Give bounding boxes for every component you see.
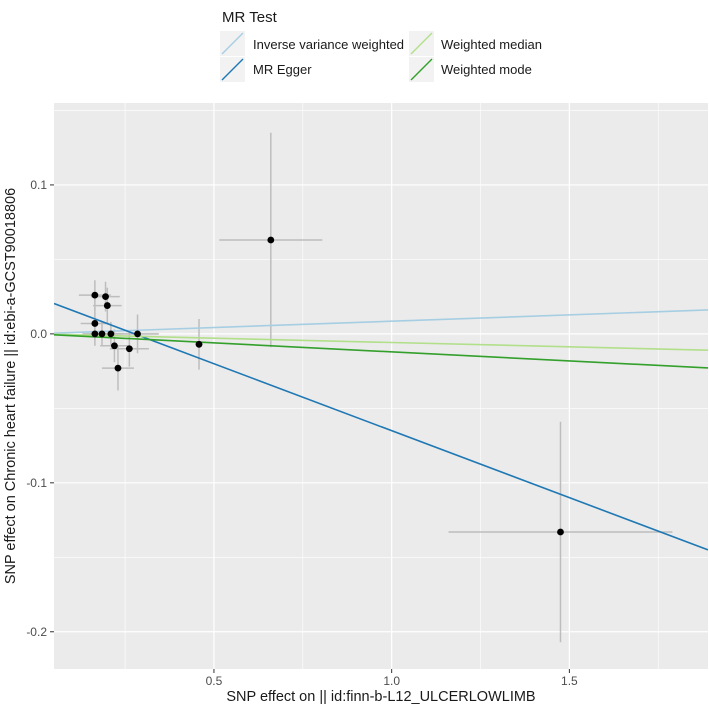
x-tick-label: 1.0 bbox=[383, 674, 400, 688]
legend: MR Test Inverse variance weighted MR Egg… bbox=[220, 9, 542, 82]
data-point bbox=[557, 528, 564, 536]
data-point bbox=[102, 293, 109, 301]
y-tick-label: -0.1 bbox=[26, 476, 47, 490]
legend-key-median bbox=[410, 32, 433, 55]
legend-key-ivw bbox=[221, 32, 244, 55]
grid bbox=[54, 103, 708, 669]
data-point bbox=[195, 340, 203, 348]
y-axis-title: SNP effect on Chronic heart failure || i… bbox=[3, 188, 19, 584]
regression-lines bbox=[54, 302, 708, 551]
legend-key-egger bbox=[221, 58, 244, 81]
ivw-line bbox=[54, 309, 708, 335]
legend-label-egger: MR Egger bbox=[253, 62, 312, 77]
weighted-mode-line bbox=[54, 333, 708, 369]
legend-key-mode bbox=[410, 58, 433, 81]
legend-label-median: Weighted median bbox=[441, 37, 542, 52]
mr-egger-line bbox=[54, 302, 708, 551]
x-axis-title: SNP effect on || id:finn-b-L12_ULCERLOWL… bbox=[226, 689, 535, 705]
x-tick-label: 1.5 bbox=[561, 674, 578, 688]
data-point bbox=[91, 291, 99, 299]
y-tick-label: 0.0 bbox=[30, 327, 47, 341]
data-point bbox=[125, 345, 133, 353]
plot-panel bbox=[54, 103, 708, 669]
data-point bbox=[134, 330, 141, 338]
legend-label-mode: Weighted mode bbox=[441, 62, 532, 77]
legend-label-ivw: Inverse variance weighted bbox=[253, 37, 404, 52]
data-point bbox=[91, 320, 99, 327]
data-point bbox=[114, 364, 122, 372]
weighted-median-line bbox=[54, 333, 708, 351]
data-point bbox=[267, 236, 275, 244]
data-point bbox=[103, 302, 111, 309]
x-tick-label: 0.5 bbox=[206, 674, 223, 688]
legend-title: MR Test bbox=[222, 9, 278, 26]
data-point bbox=[98, 330, 106, 338]
data-point bbox=[91, 330, 99, 338]
data-point bbox=[107, 330, 115, 338]
y-tick-label: 0.1 bbox=[30, 178, 47, 192]
axes: 0.5 1.0 1.5 -0.2 -0.1 0.0 0.1 bbox=[26, 178, 578, 688]
y-tick-label: -0.2 bbox=[26, 625, 47, 639]
data-points bbox=[91, 236, 564, 536]
data-point bbox=[111, 342, 118, 350]
